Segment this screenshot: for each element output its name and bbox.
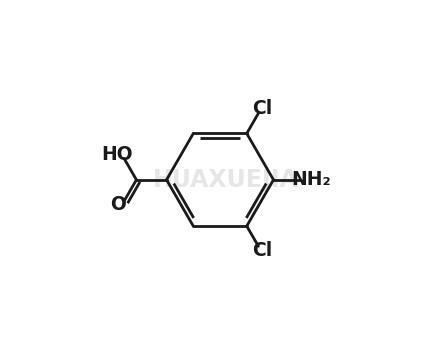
Text: O: O — [110, 195, 126, 214]
Text: Cl: Cl — [252, 99, 272, 118]
Text: NH₂: NH₂ — [291, 170, 331, 189]
Text: HUAXUEJIA: HUAXUEJIA — [153, 168, 298, 192]
Text: HO: HO — [101, 145, 133, 164]
Text: Cl: Cl — [252, 241, 272, 260]
